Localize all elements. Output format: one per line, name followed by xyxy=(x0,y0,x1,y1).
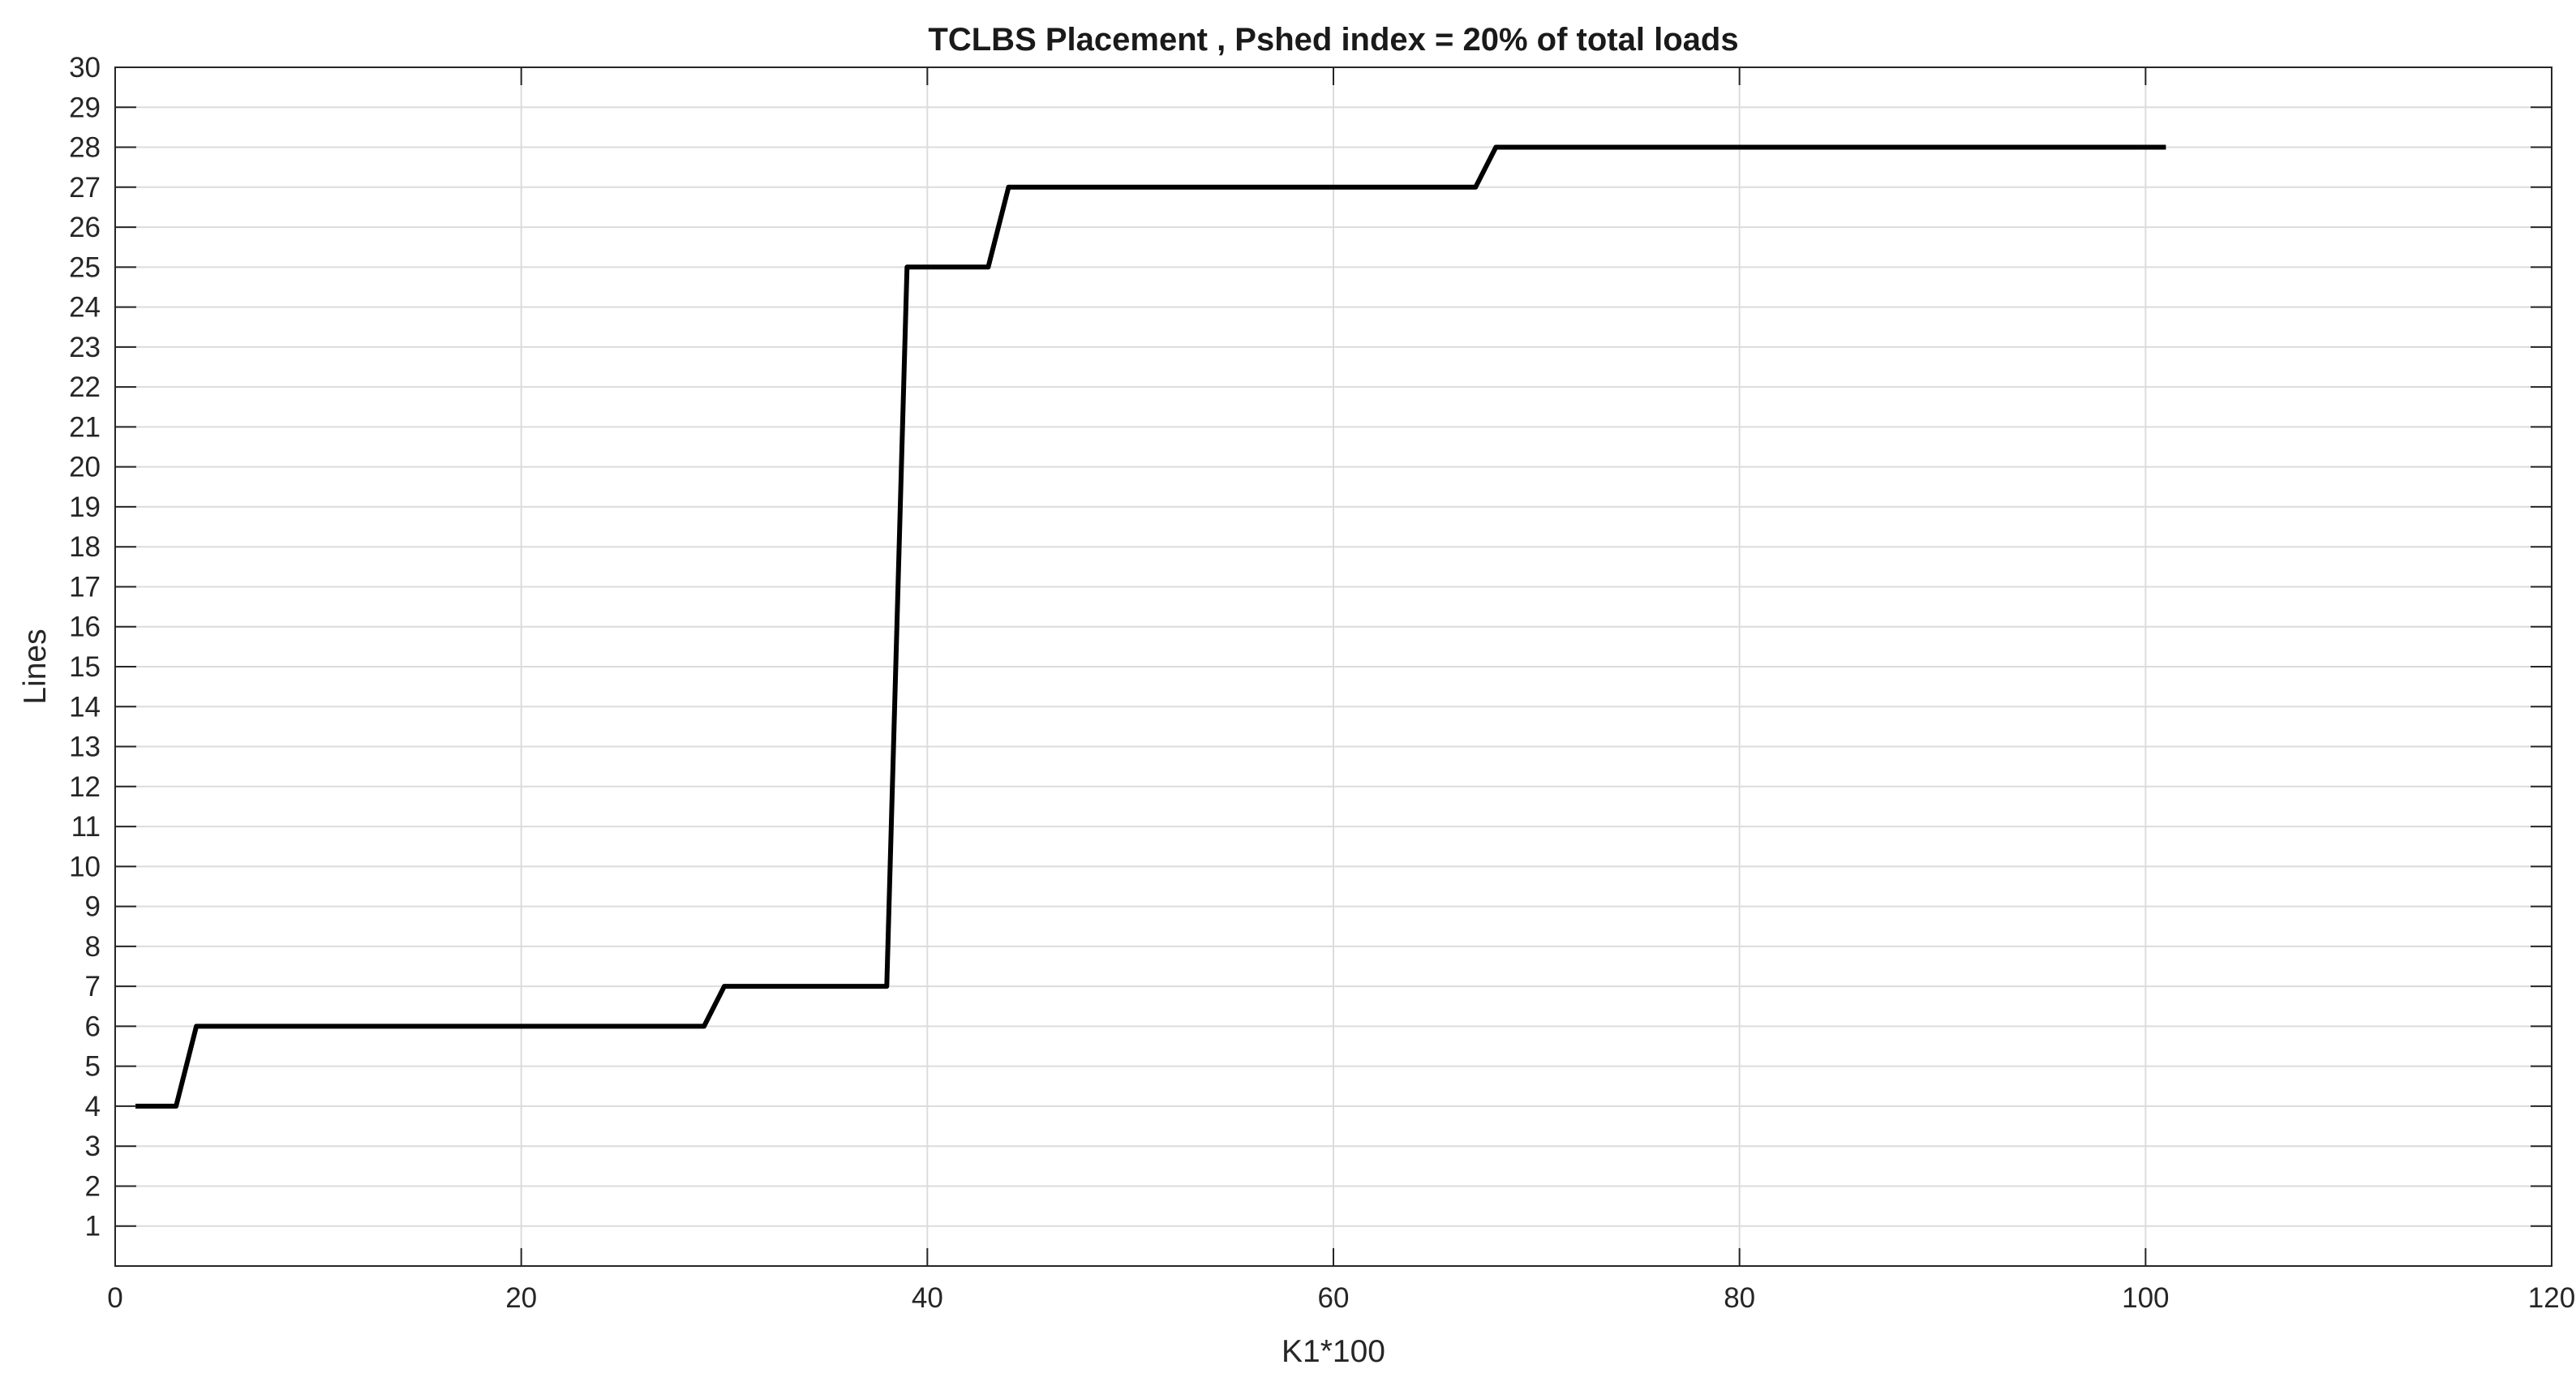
y-tick-label: 4 xyxy=(85,1091,101,1122)
y-tick-label: 30 xyxy=(69,52,101,84)
y-tick-label: 11 xyxy=(71,811,101,843)
y-tick-label: 24 xyxy=(69,292,101,324)
x-tick-label: 100 xyxy=(2122,1282,2169,1314)
y-tick-label: 17 xyxy=(69,571,101,603)
y-tick-label: 2 xyxy=(85,1170,101,1202)
series-line xyxy=(135,144,2166,1109)
y-tick-label: 12 xyxy=(69,771,101,803)
y-tick-label: 8 xyxy=(85,931,101,963)
x-tick-label: 80 xyxy=(1724,1282,1755,1314)
y-tick-label: 25 xyxy=(69,251,101,283)
y-tick-label: 29 xyxy=(69,92,101,123)
x-tick-label: 60 xyxy=(1318,1282,1350,1314)
y-tick-label: 5 xyxy=(85,1051,101,1083)
chart-title: TCLBS Placement , Pshed index = 20% of t… xyxy=(928,22,1738,58)
y-tick-label: 14 xyxy=(69,691,101,723)
y-tick-label: 16 xyxy=(69,612,101,643)
y-tick-label: 1 xyxy=(85,1211,101,1243)
x-tick-label: 40 xyxy=(912,1282,943,1314)
x-axis-label: K1*100 xyxy=(1282,1334,1385,1369)
y-tick-label: 3 xyxy=(85,1131,101,1162)
y-tick-label: 15 xyxy=(69,651,101,683)
y-tick-label: 21 xyxy=(69,411,101,443)
y-tick-label: 19 xyxy=(69,491,101,523)
y-tick-label: 6 xyxy=(85,1011,101,1042)
axis-ticks xyxy=(114,67,2552,1266)
y-tick-label: 26 xyxy=(69,212,101,243)
y-tick-label: 22 xyxy=(69,371,101,403)
y-tick-label: 10 xyxy=(69,851,101,882)
y-tick-label: 20 xyxy=(69,452,101,483)
y-tick-label: 7 xyxy=(85,971,101,1002)
y-tick-label: 27 xyxy=(69,172,101,204)
y-tick-label: 13 xyxy=(69,732,101,763)
y-axis-label: Lines xyxy=(18,629,53,704)
x-tick-label: 120 xyxy=(2528,1282,2575,1314)
grid xyxy=(115,67,2552,1266)
x-tick-label: 20 xyxy=(505,1282,537,1314)
x-tick-labels: 0 20 40 60 80 100 120 xyxy=(107,1282,2575,1314)
y-tick-label: 18 xyxy=(69,531,101,563)
x-tick-label: 0 xyxy=(107,1282,122,1314)
plot-series-area xyxy=(135,144,2166,1109)
y-tick-label: 9 xyxy=(85,891,101,923)
y-tick-label: 28 xyxy=(69,132,101,164)
y-tick-labels: 1234567891011121314151617181920212223242… xyxy=(69,52,101,1243)
y-tick-label: 23 xyxy=(69,332,101,363)
